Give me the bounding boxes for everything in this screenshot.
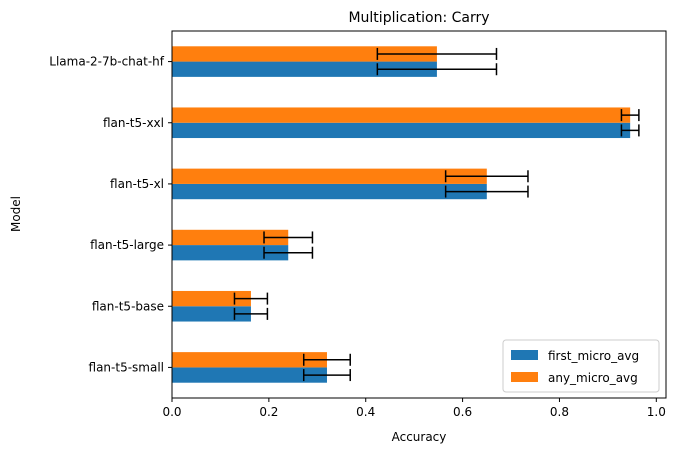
- legend-swatch-any-micro-avg: [511, 372, 538, 382]
- legend-swatch-first-micro-avg: [511, 350, 538, 360]
- x-axis-title: Accuracy: [392, 430, 447, 444]
- bar-first-micro-avg-flan-t5-xl: [172, 183, 487, 200]
- error-bar-any-micro-avg-flan-t5-xl: [444, 170, 529, 183]
- y-tick-label-flan-t5-small: flan-t5-small: [89, 360, 164, 374]
- bar-first-micro-avg-flan-t5-base: [172, 306, 251, 322]
- error-bar-any-micro-avg-flan-t5-large: [263, 231, 314, 244]
- error-bar-any-micro-avg-flan-t5-base: [233, 292, 269, 305]
- x-tick-label: 0.8: [550, 405, 569, 419]
- y-tick-label-flan-t5-xxl: flan-t5-xxl: [103, 116, 164, 130]
- y-axis-title: Model: [9, 196, 23, 232]
- legend: first_micro_avg any_micro_avg: [502, 339, 660, 393]
- bar-first-micro-avg-flan-t5-small: [172, 367, 327, 383]
- bar-any-micro-avg-flan-t5-large: [172, 229, 289, 246]
- bar-any-micro-avg-flan-t5-xxl: [172, 107, 631, 123]
- error-bar-first-micro-avg-flan-t5-base: [233, 307, 269, 320]
- y-tick-label-llama-2-7b-chat-hf: Llama-2-7b-chat-hf: [49, 55, 164, 69]
- x-tick-label: 1.0: [647, 405, 666, 419]
- legend-label-any-micro-avg: any_micro_avg: [548, 371, 638, 385]
- x-tick-label: 0.2: [259, 405, 278, 419]
- legend-frame: [502, 339, 660, 393]
- bar-any-micro-avg-flan-t5-base: [172, 290, 251, 307]
- bars-group: [172, 46, 631, 383]
- plot-frame: [171, 30, 667, 399]
- error-bars-group: [233, 47, 640, 382]
- chart-title: Multiplication: Carry: [348, 10, 489, 26]
- bar-first-micro-avg-flan-t5-xxl: [172, 122, 631, 139]
- x-tick-label: 0.4: [356, 405, 375, 419]
- y-tick-label-flan-t5-xl: flan-t5-xl: [110, 177, 164, 191]
- error-bar-first-micro-avg-llama-2-7b-chat-hf: [376, 63, 498, 76]
- error-bar-first-micro-avg-flan-t5-xxl: [620, 124, 640, 137]
- error-bar-any-micro-avg-llama-2-7b-chat-hf: [376, 47, 498, 60]
- y-tick-label-flan-t5-base: flan-t5-base: [92, 299, 164, 313]
- bar-any-micro-avg-llama-2-7b-chat-hf: [172, 46, 437, 62]
- bar-any-micro-avg-flan-t5-xl: [172, 168, 487, 184]
- x-axis-ticks: 0.0 0.2 0.4 0.6 0.8 1.0: [162, 398, 666, 419]
- error-bar-any-micro-avg-flan-t5-small: [302, 353, 351, 366]
- error-bar-first-micro-avg-flan-t5-large: [263, 246, 314, 259]
- error-bar-first-micro-avg-flan-t5-small: [302, 369, 351, 382]
- error-bar-any-micro-avg-flan-t5-xxl: [620, 109, 640, 122]
- y-tick-label-flan-t5-large: flan-t5-large: [90, 238, 164, 252]
- legend-label-first-micro-avg: first_micro_avg: [548, 349, 639, 363]
- x-tick-label: 0.6: [453, 405, 472, 419]
- y-axis-ticks: flan-t5-small flan-t5-base flan-t5-large fl…: [49, 55, 172, 374]
- error-bar-first-micro-avg-flan-t5-xl: [444, 185, 529, 198]
- bar-any-micro-avg-flan-t5-small: [172, 352, 327, 368]
- bar-first-micro-avg-llama-2-7b-chat-hf: [172, 61, 437, 77]
- x-tick-label: 0.0: [162, 405, 181, 419]
- bar-first-micro-avg-flan-t5-large: [172, 245, 289, 261]
